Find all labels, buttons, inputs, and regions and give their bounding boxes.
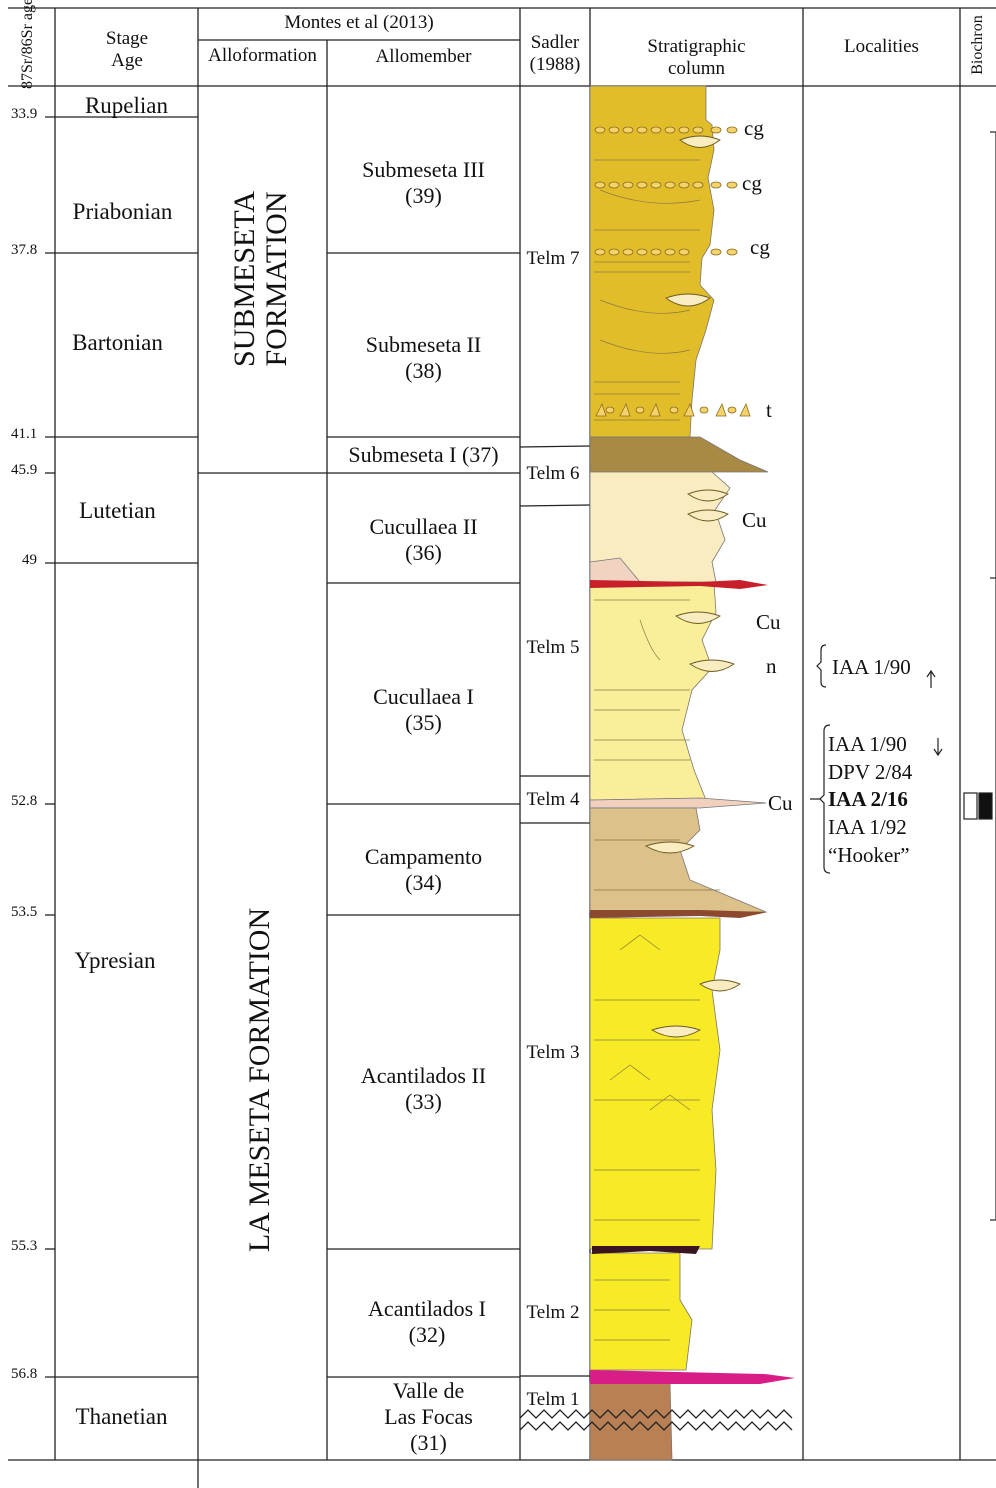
unit-campamento <box>589 807 767 913</box>
locality-lower-list: IAA 1/90 DPV 2/84 IAA 2/16 IAA 1/92 “Hoo… <box>828 732 913 867</box>
stage-lutetian: Lutetian <box>79 498 156 523</box>
band-magenta <box>590 1370 795 1384</box>
telm-3: Telm 3 <box>526 1042 580 1063</box>
locality-upper: IAA 1/90 <box>832 655 911 679</box>
lower-locality-bracket <box>810 724 831 874</box>
stage-rupelian: Rupelian <box>84 93 169 118</box>
age-label: 55.3 <box>11 1238 38 1254</box>
symbol-cg: cg <box>750 235 770 259</box>
allomember-cucullaea-i: Cucullaea I (35) <box>373 684 474 735</box>
stage-bartonian: Bartonian <box>72 330 163 355</box>
biochron-box-filled <box>978 792 993 820</box>
band-red <box>590 580 768 589</box>
stage-priabonian: Priabonian <box>72 199 173 224</box>
telm-4: Telm 4 <box>526 789 580 810</box>
unit-telm6 <box>589 436 769 473</box>
cg-dots-3 <box>594 248 738 256</box>
band-brown <box>590 910 768 918</box>
cg-dots-1 <box>594 126 738 134</box>
age-label: 56.8 <box>11 1366 38 1382</box>
cg-dots-2 <box>594 181 738 189</box>
stage-thanetian: Thanetian <box>75 1404 168 1429</box>
stage-ypresian: Ypresian <box>74 948 156 973</box>
arrow-up-icon <box>926 669 936 688</box>
upper-locality-bracket <box>816 644 827 688</box>
arrow-down-icon <box>933 738 943 757</box>
sr-age-header: 87Sr/86Sr age <box>19 0 36 89</box>
teredolites-symbols <box>595 402 751 417</box>
allomember-submeseta-i: Submeseta I (37) <box>348 442 499 467</box>
la-meseta-formation-label: LA MESETA FORMATION <box>243 907 276 1253</box>
symbol-cg: cg <box>742 171 762 195</box>
age-label: 33.9 <box>11 106 38 122</box>
age-label: 53.5 <box>11 904 38 920</box>
alloformation-header: Alloformation <box>208 45 317 66</box>
sadler-header: Sadler (1988) <box>529 32 581 76</box>
symbol-cu: Cu <box>742 508 767 532</box>
unit-acantilados2 <box>589 917 721 1250</box>
biochron-box-open <box>963 792 978 820</box>
telm-7: Telm 7 <box>526 248 580 269</box>
band-dark <box>592 1246 700 1254</box>
symbol-cg: cg <box>744 116 764 140</box>
telm-2: Telm 2 <box>526 1302 580 1323</box>
telm-5: Telm 5 <box>526 637 580 658</box>
allomember-acantilados-ii: Acantilados II (33) <box>360 1063 487 1114</box>
age-label: 45.9 <box>11 462 38 478</box>
allomember-submeseta-iii: Submeseta III (39) <box>362 157 485 208</box>
montes-header: Montes et al (2013) <box>284 12 434 33</box>
biochron-header: Biochron <box>969 15 986 75</box>
age-label: 49 <box>22 552 37 568</box>
allomember-acantilados-i: Acantilados I (32) <box>368 1296 486 1347</box>
stage-header: Stage Age <box>105 28 149 72</box>
telm-1: Telm 1 <box>526 1389 580 1410</box>
allomember-submeseta-ii: Submeseta II (38) <box>365 332 482 383</box>
shell-symbol <box>679 135 721 148</box>
submeseta-formation-label: SUBMESETA FORMATION <box>228 191 293 367</box>
allomember-campamento: Campamento (34) <box>364 844 483 895</box>
symbol-cu: Cu <box>768 791 793 815</box>
unconformity-lower <box>519 1421 793 1431</box>
strat-column-header: Stratigraphic column <box>647 36 746 80</box>
localities-header: Localities <box>844 36 919 57</box>
unconformity-upper <box>519 1409 793 1419</box>
unit-valle <box>589 1381 673 1461</box>
symbol-t: t <box>766 398 772 422</box>
age-label: 37.8 <box>11 242 38 258</box>
symbol-n: n <box>766 654 777 678</box>
telm-6: Telm 6 <box>526 463 580 484</box>
allomember-header: Allomember <box>375 46 472 67</box>
allomember-valle-de-las-focas: Valle de Las Focas (31) <box>384 1378 473 1455</box>
unit-acantilados1 <box>589 1252 693 1371</box>
symbol-cu: Cu <box>756 610 781 634</box>
age-label: 52.8 <box>11 793 38 809</box>
allomember-cucullaea-ii: Cucullaea II (36) <box>369 514 478 565</box>
age-label: 41.1 <box>11 426 38 442</box>
